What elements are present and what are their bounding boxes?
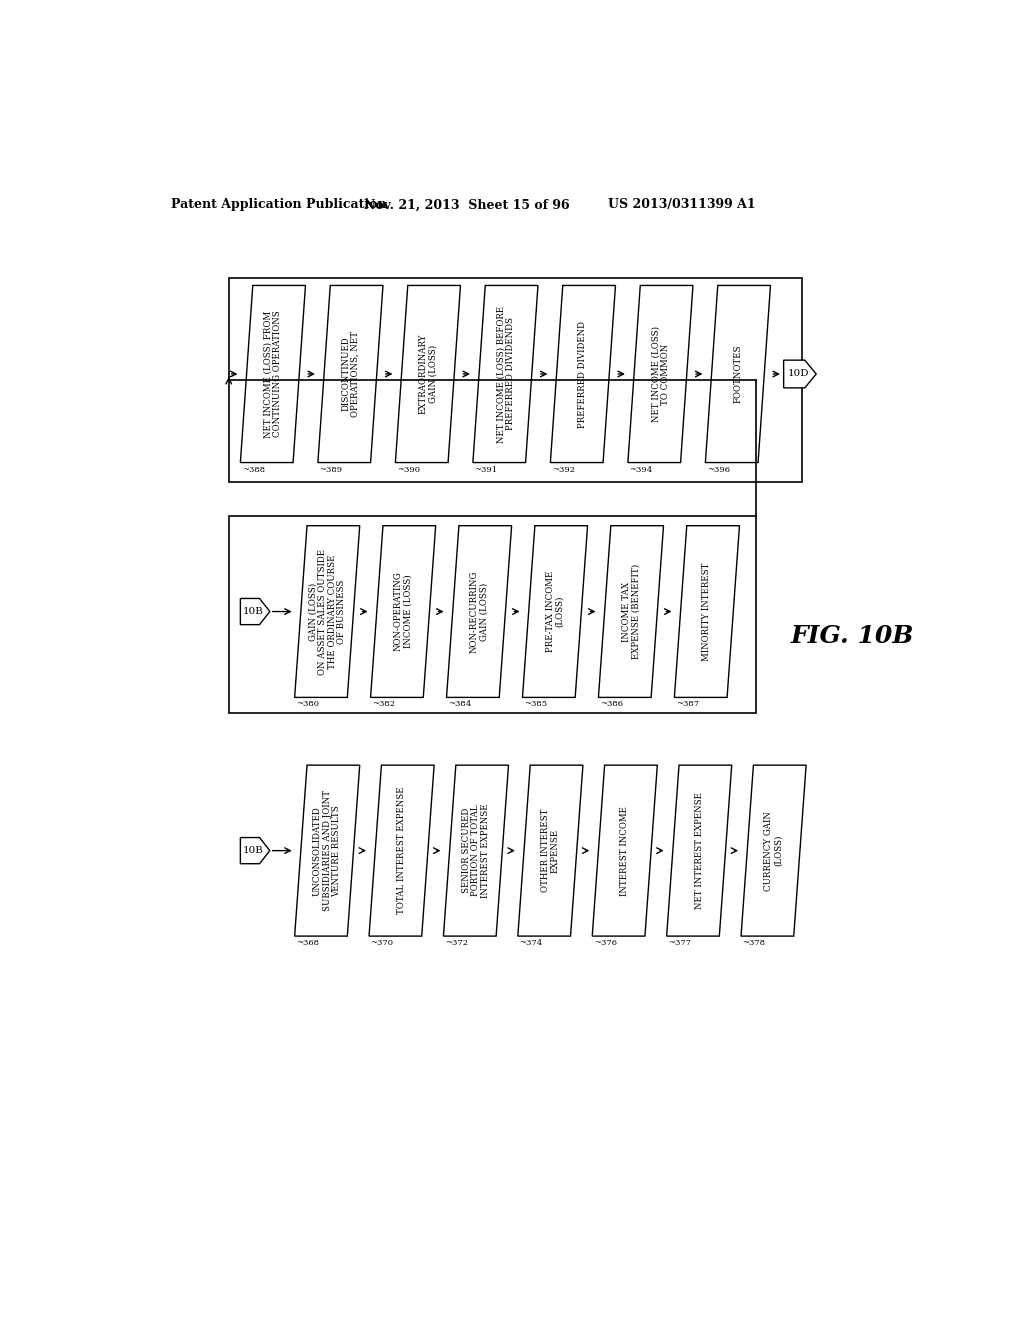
Text: TOTAL INTEREST EXPENSE: TOTAL INTEREST EXPENSE xyxy=(397,787,407,915)
Text: ~390: ~390 xyxy=(397,466,420,474)
Polygon shape xyxy=(783,360,816,388)
Text: ~384: ~384 xyxy=(449,701,471,709)
Text: SENIOR SECURED
PORTION OF TOTAL
INTEREST EXPENSE: SENIOR SECURED PORTION OF TOTAL INTEREST… xyxy=(462,804,490,898)
Bar xyxy=(228,516,756,713)
Polygon shape xyxy=(598,525,664,697)
Text: ~388: ~388 xyxy=(242,466,265,474)
Text: NON-RECURRING
GAIN (LOSS): NON-RECURRING GAIN (LOSS) xyxy=(470,570,488,652)
Text: ~372: ~372 xyxy=(445,940,468,948)
Text: FOOTNOTES: FOOTNOTES xyxy=(733,345,742,403)
Polygon shape xyxy=(295,766,359,936)
Polygon shape xyxy=(706,285,770,462)
Text: ~386: ~386 xyxy=(600,701,623,709)
Polygon shape xyxy=(295,525,359,697)
Polygon shape xyxy=(371,525,435,697)
Polygon shape xyxy=(317,285,383,462)
Text: ~389: ~389 xyxy=(319,466,343,474)
Text: Patent Application Publication: Patent Application Publication xyxy=(171,198,386,211)
Text: PRE-TAX INCOME
(LOSS): PRE-TAX INCOME (LOSS) xyxy=(546,572,564,652)
Polygon shape xyxy=(446,525,512,697)
Polygon shape xyxy=(473,285,538,462)
Text: NET INCOME (LOSS) FROM
CONTINUING OPERATIONS: NET INCOME (LOSS) FROM CONTINUING OPERAT… xyxy=(263,310,283,437)
Text: ~368: ~368 xyxy=(296,940,319,948)
Text: NET INCOME (LOSS)
TO COMMON: NET INCOME (LOSS) TO COMMON xyxy=(651,326,670,422)
Text: ~394: ~394 xyxy=(630,466,652,474)
Text: NET INTEREST EXPENSE: NET INTEREST EXPENSE xyxy=(694,792,703,909)
Text: MINORITY INTEREST: MINORITY INTEREST xyxy=(702,562,712,661)
Text: GAIN (LOSS)
ON ASSET SALES OUTSIDE
THE ORDINARY COURSE
OF BUSINESS: GAIN (LOSS) ON ASSET SALES OUTSIDE THE O… xyxy=(308,549,346,675)
Text: INCOME TAX
EXPENSE (BENEFIT): INCOME TAX EXPENSE (BENEFIT) xyxy=(622,564,640,659)
Text: UNCONSOLIDATED
SUBSIDIARIES AND JOINT
VENTURE RESULTS: UNCONSOLIDATED SUBSIDIARIES AND JOINT VE… xyxy=(313,791,341,911)
Polygon shape xyxy=(628,285,693,462)
Polygon shape xyxy=(550,285,615,462)
Polygon shape xyxy=(443,766,509,936)
Text: OTHER INTEREST
EXPENSE: OTHER INTEREST EXPENSE xyxy=(541,809,560,892)
Text: US 2013/0311399 A1: US 2013/0311399 A1 xyxy=(608,198,756,211)
Text: 10B: 10B xyxy=(243,846,264,855)
Text: DISCONTINUED
OPERATIONS, NET: DISCONTINUED OPERATIONS, NET xyxy=(341,331,359,417)
Text: EXTRAORDINARY
GAIN (LOSS): EXTRAORDINARY GAIN (LOSS) xyxy=(419,334,437,414)
Text: Nov. 21, 2013  Sheet 15 of 96: Nov. 21, 2013 Sheet 15 of 96 xyxy=(365,198,570,211)
Text: ~370: ~370 xyxy=(371,940,393,948)
Text: ~376: ~376 xyxy=(594,940,616,948)
Text: ~385: ~385 xyxy=(524,701,547,709)
Text: PREFERRED DIVIDEND: PREFERRED DIVIDEND xyxy=(579,321,588,428)
Text: ~380: ~380 xyxy=(296,701,319,709)
Polygon shape xyxy=(395,285,461,462)
Text: NET INCOME (LOSS) BEFORE
PREFERRED DIVIDENDS: NET INCOME (LOSS) BEFORE PREFERRED DIVID… xyxy=(496,305,515,442)
Polygon shape xyxy=(675,525,739,697)
Text: CURRENCY GAIN
(LOSS): CURRENCY GAIN (LOSS) xyxy=(764,810,783,891)
Text: ~382: ~382 xyxy=(372,701,395,709)
Polygon shape xyxy=(241,285,305,462)
Polygon shape xyxy=(241,598,270,624)
Bar xyxy=(228,277,802,482)
Text: NON-OPERATING
INCOME (LOSS): NON-OPERATING INCOME (LOSS) xyxy=(394,572,413,652)
Text: FIG. 10B: FIG. 10B xyxy=(791,624,914,648)
Polygon shape xyxy=(518,766,583,936)
Polygon shape xyxy=(522,525,588,697)
Text: ~378: ~378 xyxy=(742,940,766,948)
Text: ~396: ~396 xyxy=(707,466,730,474)
Text: 10D: 10D xyxy=(787,370,809,379)
Text: ~392: ~392 xyxy=(552,466,574,474)
Polygon shape xyxy=(369,766,434,936)
Text: ~387: ~387 xyxy=(676,701,699,709)
Text: 10B: 10B xyxy=(243,607,264,616)
Text: ~391: ~391 xyxy=(474,466,498,474)
Text: ~377: ~377 xyxy=(669,940,691,948)
Polygon shape xyxy=(667,766,732,936)
Text: ~374: ~374 xyxy=(519,940,543,948)
Polygon shape xyxy=(741,766,806,936)
Polygon shape xyxy=(241,837,270,863)
Text: INTEREST INCOME: INTEREST INCOME xyxy=(621,805,630,895)
Polygon shape xyxy=(592,766,657,936)
